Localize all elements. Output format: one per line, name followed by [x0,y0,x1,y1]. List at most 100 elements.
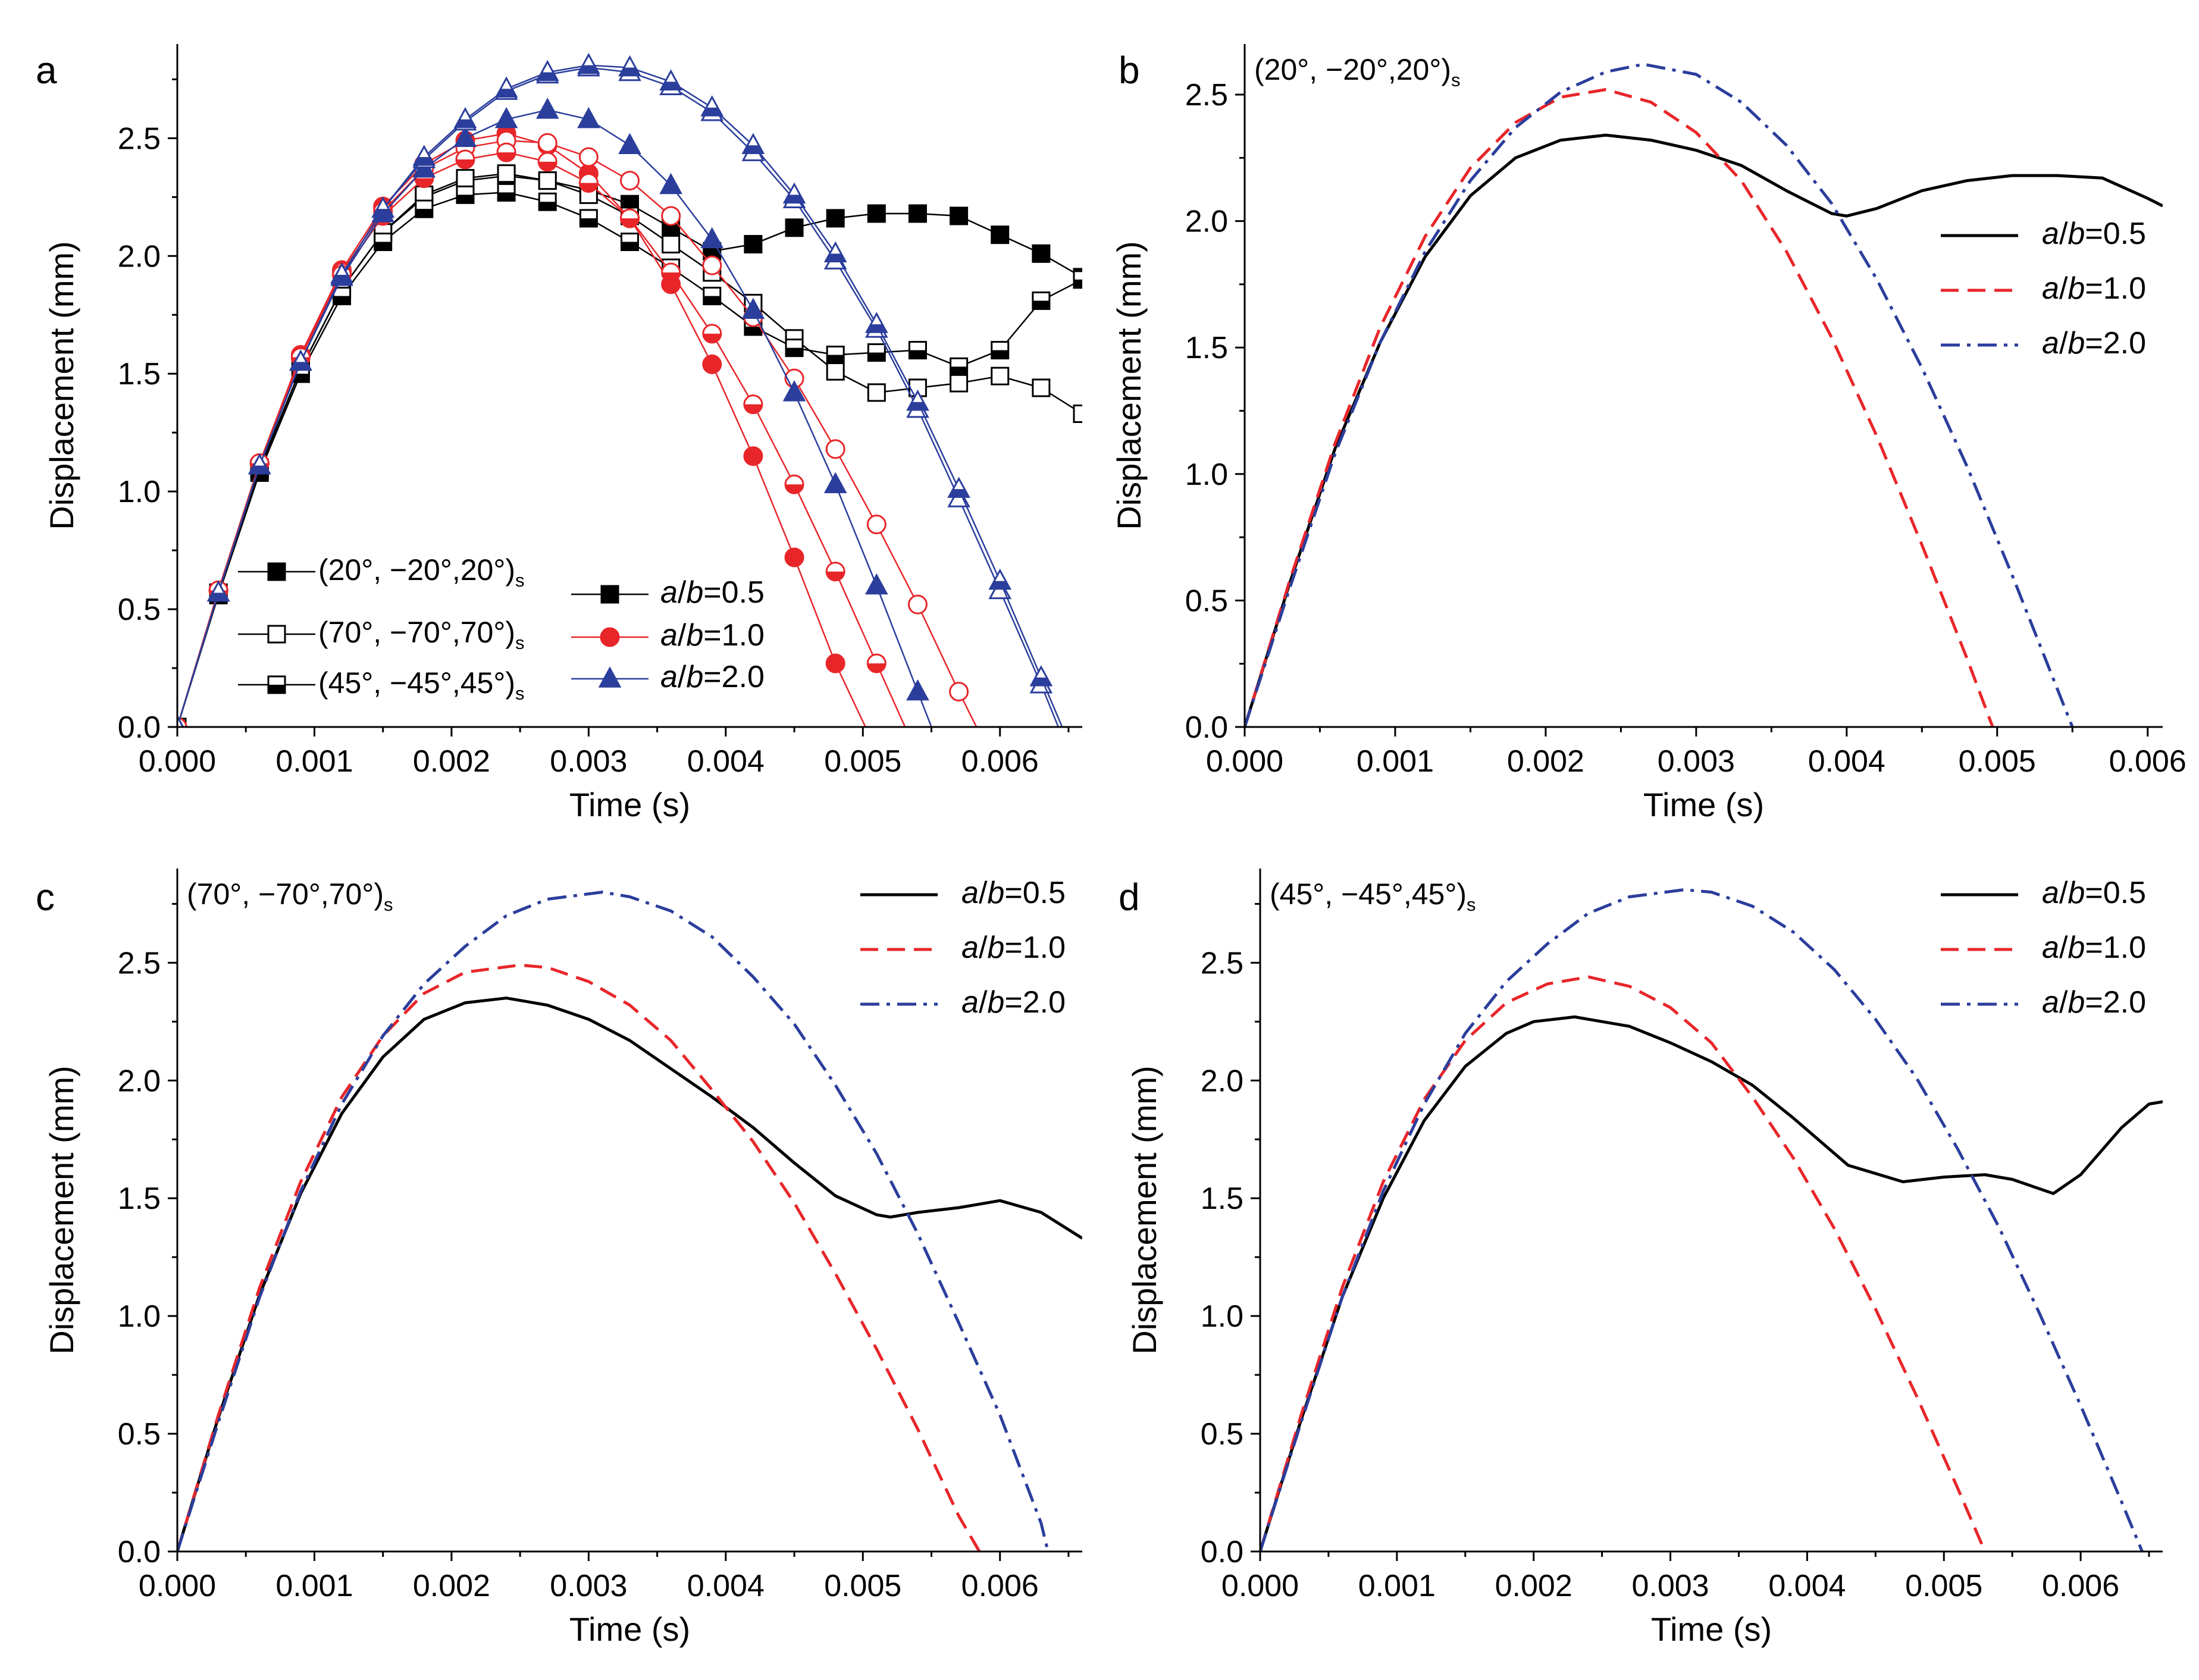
series-group [177,52,1082,727]
series-group [1245,62,2163,727]
x-tick-label: 0.004 [687,744,765,779]
layup-main: (70°, −70°,70°) [318,616,515,649]
x-tick-label: 0.004 [1808,744,1885,779]
data-point-fill [1074,279,1082,288]
ratio-slash: / [979,876,988,910]
data-point [453,126,477,148]
layup-main: (70°, −70°,70°) [187,877,384,911]
x-tick-label: 0.006 [2042,1569,2119,1603]
ratio-slash: / [2059,985,2068,1020]
data-point [950,206,969,225]
data-point [826,209,845,228]
layup-subscript: s [1451,70,1461,90]
series-line-1 [177,173,1082,727]
ratio-a: a [2042,876,2059,910]
ratio-b: b [2068,876,2085,910]
legend-marker [600,627,620,647]
series-line-0 [1245,133,2163,727]
ratio-value: =0.5 [2085,217,2146,251]
legend-marker [267,562,286,581]
ratio-b: b [987,876,1004,910]
ratio-a: a [2042,985,2059,1020]
panel-b: 0.000 0.001 0.002 0.003 0.004 0.005 0.006 0.0 0.… [1110,44,2187,823]
panel-c: 0.000 0.001 0.002 0.003 0.004 0.005 0.006 0.0 0.… [36,869,1082,1648]
panel-letter: c [36,876,55,919]
y-tick-label: 0.5 [1201,1417,1243,1452]
data-point-fill [496,89,516,97]
x-axis-label: Time (s) [569,786,690,823]
legend-label: a/b=2.0 [2042,985,2146,1020]
y-axis-label: Displacement (mm) [43,241,80,529]
layup-subscript: s [1467,894,1476,915]
x-tick-label: 0.001 [275,744,353,779]
x-tick-label: 0.002 [413,744,490,779]
data-point-fill [580,218,597,227]
y-tick-label: 2.5 [118,121,161,156]
legend-marker [598,666,622,688]
y-axis-label: Displacement (mm) [1110,241,1148,529]
ratio-value: =0.5 [1004,876,1066,910]
data-point-fill [374,242,391,250]
panel-letter: d [1119,876,1140,919]
data-point-fill [1032,300,1050,309]
ratio-a: a [961,930,979,965]
data-point [1032,244,1051,263]
data-point [949,682,969,702]
x-tick-label: 0.002 [1507,744,1584,779]
data-point-fill [415,209,433,218]
series-line-0 [177,996,1082,1552]
data-point [782,380,806,402]
data-point-fill [701,107,722,116]
x-tick-label: 0.000 [139,1569,216,1603]
x-tick-label: 0.003 [1631,1569,1709,1603]
x-tick-label: 0.001 [1358,1569,1436,1603]
data-point [497,164,516,183]
data-point-fill [1031,677,1051,686]
ratio-value: =1.0 [2085,930,2146,965]
ratio-b: b [2068,271,2085,306]
ratio-slash: / [678,660,687,694]
data-point-fill [991,350,1008,359]
x-tick-label: 0.004 [687,1569,765,1603]
x-tick-label: 0.003 [550,744,627,779]
data-point [906,679,929,701]
data-point [866,515,887,535]
data-point [823,472,847,493]
data-point [908,204,927,223]
data-point-fill [497,152,516,162]
data-point [535,98,559,119]
y-tick-label: 2.0 [1201,1064,1243,1098]
data-point-fill [827,355,844,363]
data-point [702,354,722,374]
data-point-fill [785,484,804,494]
legend-label: (70°, −70°,70°)s [318,616,525,653]
series-line-2 [177,891,1050,1552]
data-point [741,297,765,319]
data-point [1073,405,1082,424]
ratio-b: b [686,618,703,653]
ratio-value: =2.0 [703,660,765,694]
ratio-b: b [2068,217,2085,251]
y-tick-label: 2.0 [118,1064,161,1098]
ratio-b: b [686,575,703,610]
ratio-slash: / [2059,876,2068,910]
data-point-fill [703,296,721,305]
legend-label: (45°, −45°,45°)s [318,666,525,704]
data-point-fill [784,195,804,203]
ratio-slash: / [678,575,687,610]
data-point [950,374,969,393]
legend-marker [267,625,286,644]
ratio-value: =1.0 [1004,930,1066,965]
data-point [618,133,641,154]
data-point [825,439,845,459]
ratio-a: a [961,985,979,1020]
data-point-fill [331,274,352,283]
data-point [867,383,886,402]
data-point-fill [290,362,311,370]
x-tick-label: 0.005 [1905,1569,1982,1603]
y-tick-label: 2.5 [1201,946,1243,980]
ratio-slash: / [2059,930,2068,965]
x-tick-label: 0.004 [1768,1569,1846,1603]
data-point [494,106,518,128]
